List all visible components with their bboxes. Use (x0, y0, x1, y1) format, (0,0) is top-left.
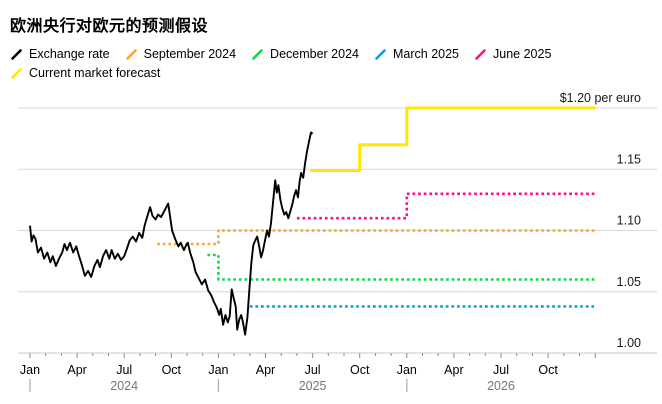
x-tick-label: Jul (305, 363, 321, 377)
current-market-forecast-line (310, 106, 596, 172)
year-label: 2025 (299, 379, 327, 393)
legend-label: Current market forecast (29, 66, 161, 80)
x-tick-label: Jul (116, 363, 132, 377)
x-tick-label: Jan (20, 363, 40, 377)
x-tick-label: Oct (162, 363, 182, 377)
y-tick-label: 1.05 (617, 275, 641, 289)
march-2025-legend-icon (375, 48, 386, 60)
exchange-rate-legend-icon (11, 48, 22, 60)
y-tick-label: 1.10 (617, 214, 641, 228)
december-2024-line (207, 253, 596, 281)
year-label: 2026 (487, 379, 515, 393)
legend-label: December 2024 (270, 47, 359, 61)
legend-label: March 2025 (393, 47, 460, 61)
legend-item-march-2025: March 2025 (374, 47, 459, 61)
september-2024-line (157, 229, 596, 246)
legend-label: September 2024 (143, 47, 237, 61)
legend-item-december-2024: December 2024 (251, 47, 359, 61)
x-tick-label: Apr (67, 363, 86, 377)
x-tick-label: Oct (538, 363, 558, 377)
current-market-forecast-legend-icon (11, 67, 22, 79)
legend-label: Exchange rate (29, 47, 110, 61)
x-tick-label: Apr (256, 363, 275, 377)
legend-item-exchange-rate: Exchange rate (10, 47, 110, 61)
legend-item-september-2024: September 2024 (125, 47, 236, 61)
legend-row-2: Current market forecast (10, 66, 160, 80)
x-tick-label: Apr (444, 363, 463, 377)
y-tick-label: 1.00 (617, 336, 641, 350)
year-label: 2024 (110, 379, 138, 393)
december-2024-legend-icon (252, 48, 263, 60)
x-tick-label: Jan (208, 363, 228, 377)
june-2025-legend-icon (475, 48, 486, 60)
x-tick-label: Oct (350, 363, 370, 377)
x-tick-label: Jan (397, 363, 417, 377)
exchange-rate-line (29, 131, 314, 336)
legend-label: June 2025 (493, 47, 552, 61)
y-tick-label: 1.15 (617, 152, 641, 166)
legend-item-june-2025: June 2025 (474, 47, 551, 61)
legend-row-1: Exchange rate September 2024 December 2024… (10, 47, 551, 61)
chart-title: 欧洲央行对欧元的预测假设 (10, 18, 209, 35)
legend-item-current-market-forecast: Current market forecast (10, 66, 160, 80)
september-2024-legend-icon (125, 48, 137, 60)
june-2025-line (296, 192, 596, 220)
y-tick-label: $1.20 per euro (560, 91, 641, 105)
x-tick-label: Jul (493, 363, 509, 377)
